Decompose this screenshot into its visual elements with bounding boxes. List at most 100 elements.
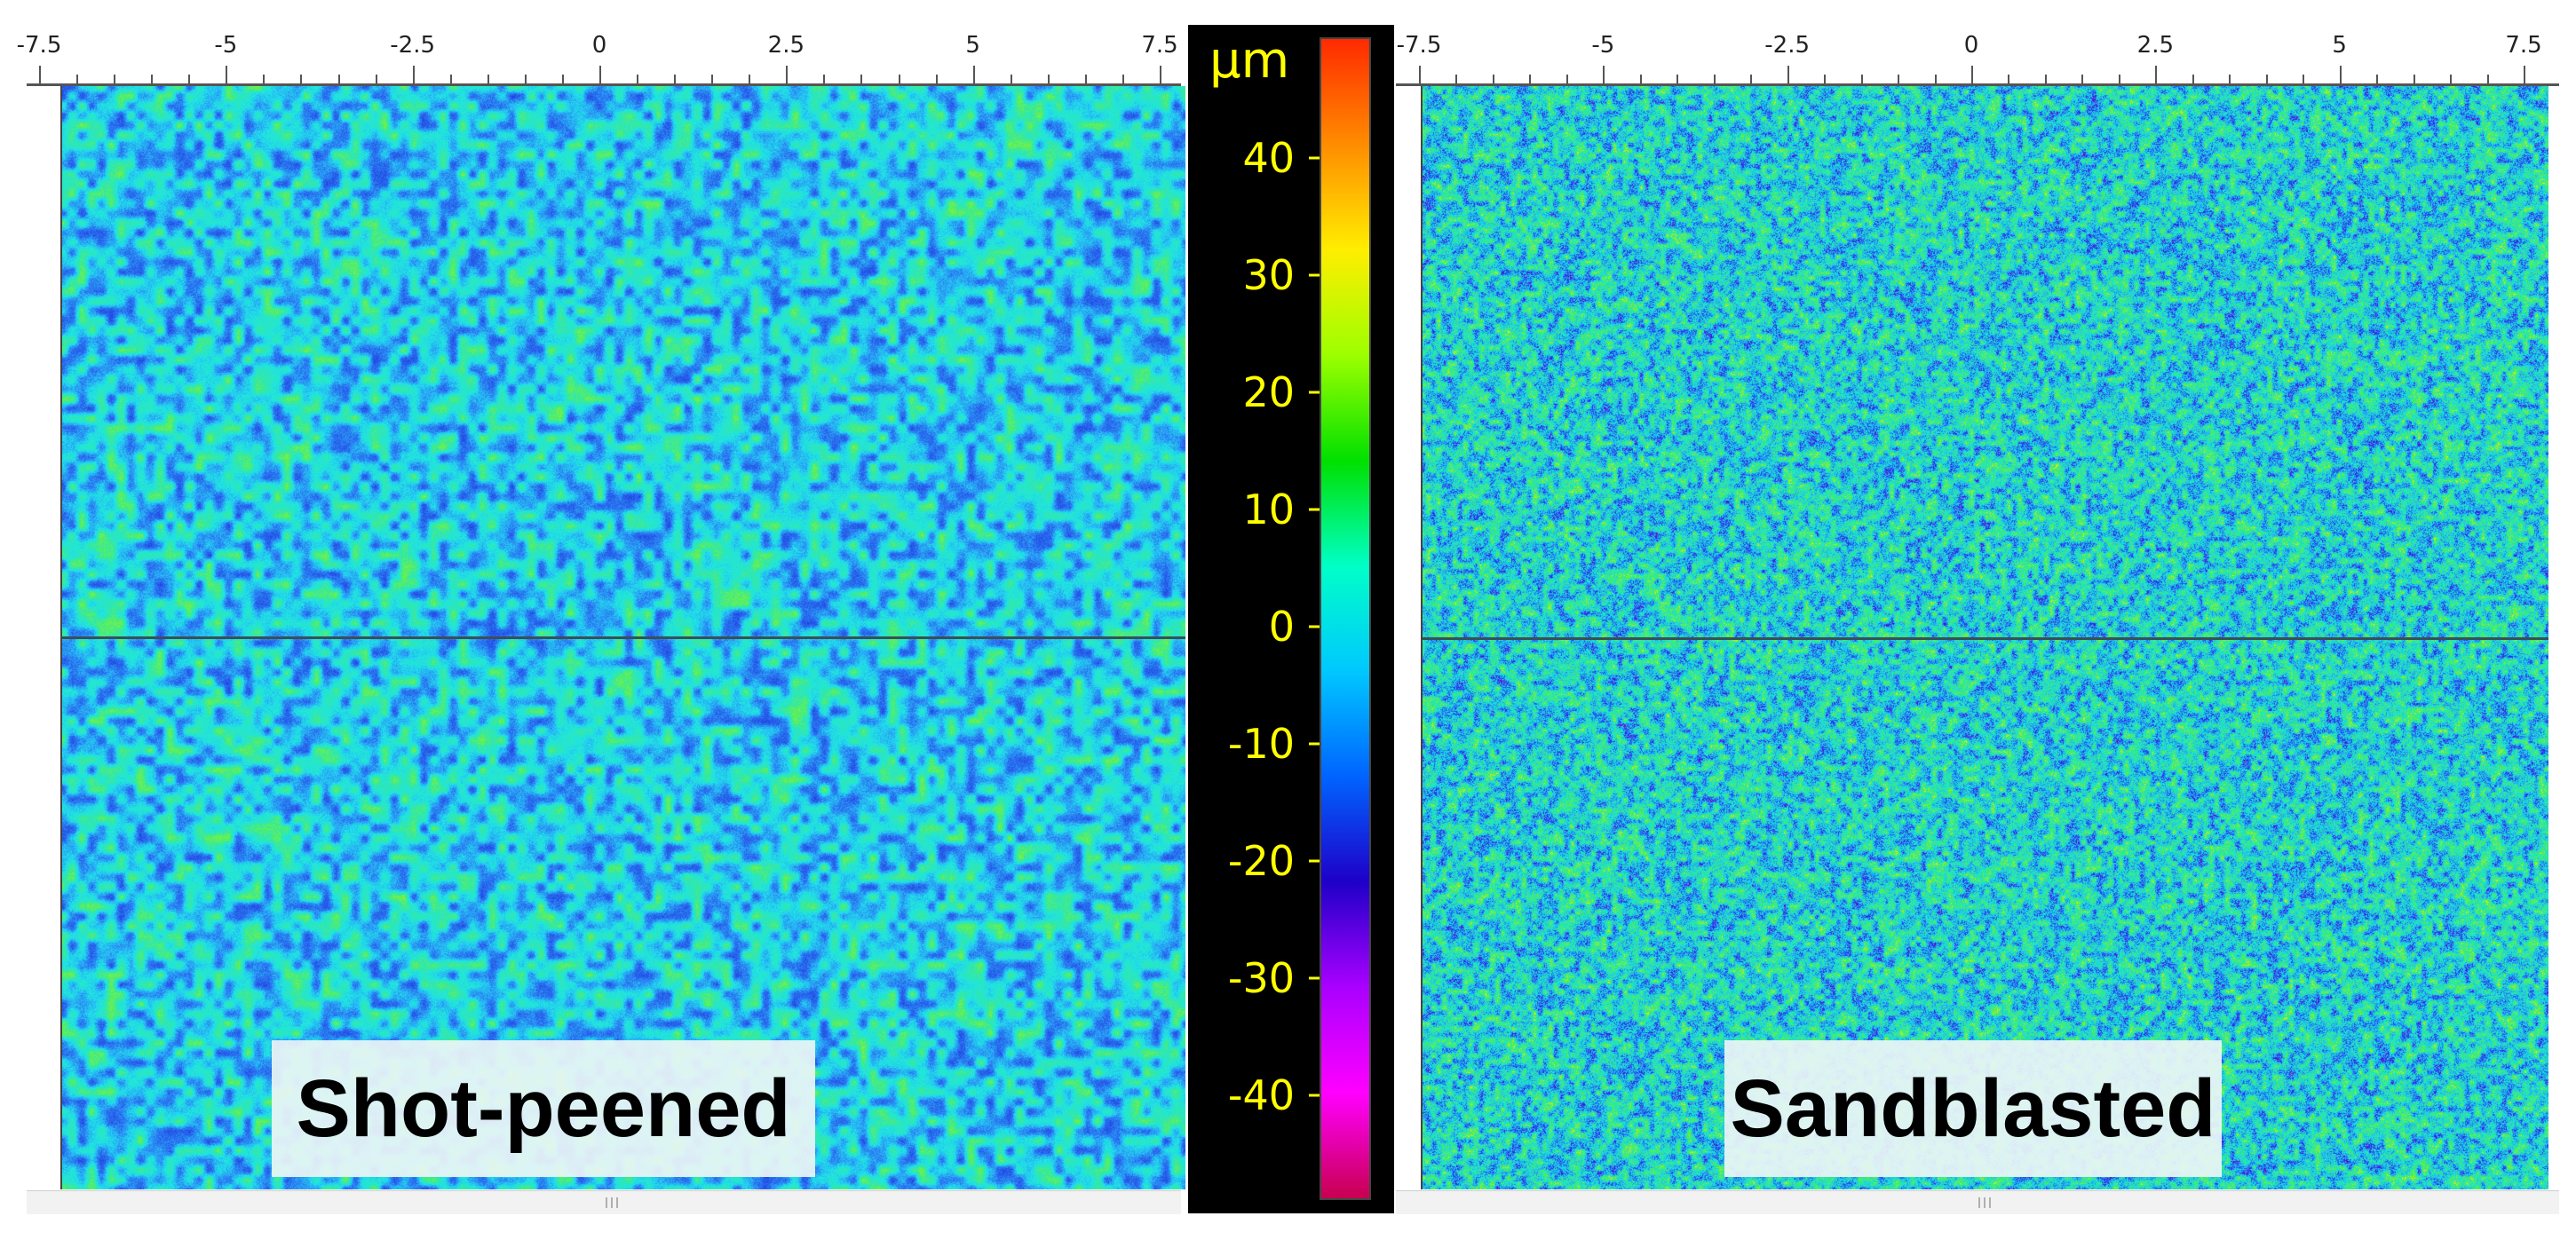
x-tick-label: 5 <box>965 32 980 59</box>
x-minor-tick <box>2303 75 2305 83</box>
colorbar-tick <box>1309 859 1320 863</box>
x-minor-tick <box>2265 75 2268 83</box>
colorbar-tick <box>1309 625 1320 628</box>
x-tick-label: -7.5 <box>1396 32 1442 59</box>
x-major-tick <box>1603 66 1605 83</box>
colorbar-tick-label: -10 <box>1227 720 1295 768</box>
x-minor-tick <box>2044 75 2047 83</box>
x-minor-tick <box>1047 75 1050 83</box>
x-tick-label: 7.5 <box>1141 32 1178 59</box>
x-tick-label: 2.5 <box>2136 32 2175 59</box>
x-tick-label: 0 <box>591 32 607 59</box>
x-tick-label: 5 <box>2332 32 2347 59</box>
x-minor-tick <box>2486 75 2489 83</box>
x-minor-tick <box>2229 75 2231 83</box>
scroll-grip <box>611 1197 613 1208</box>
colorbar-tick-label: 0 <box>1268 603 1295 651</box>
x-minor-tick <box>2008 75 2010 83</box>
x-minor-tick <box>711 75 714 83</box>
x-minor-tick <box>637 75 639 83</box>
colorbar-tick <box>1309 273 1320 277</box>
x-major-tick <box>2524 66 2525 83</box>
x-major-tick <box>226 66 228 83</box>
left-x-ruler: -7.5 -5 -2.5 0 2.5 5 7.5 <box>17 25 1181 86</box>
x-minor-tick <box>935 75 938 83</box>
x-minor-tick <box>151 75 154 83</box>
x-major-tick <box>786 66 789 83</box>
height-colorbar: μm 40 30 20 10 0 -10 -20 -30 -40 <box>1188 25 1394 1213</box>
colorbar-tick <box>1309 508 1320 511</box>
x-major-tick <box>1419 66 1421 83</box>
left-map-border <box>60 86 62 1189</box>
x-minor-tick <box>823 75 826 83</box>
sandblasted-label: Sandblasted <box>1724 1040 2222 1177</box>
left-horizontal-scrollbar[interactable] <box>27 1190 1181 1214</box>
scroll-grip <box>1984 1197 1986 1208</box>
x-minor-tick <box>76 75 79 83</box>
x-minor-tick <box>561 75 564 83</box>
x-minor-tick <box>1455 75 1458 83</box>
scroll-grip <box>1978 1197 1980 1208</box>
x-minor-tick <box>487 75 489 83</box>
right-x-ruler: -7.5 -5 -2.5 0 2.5 5 7.5 <box>1396 25 2559 86</box>
x-minor-tick <box>1084 75 1087 83</box>
x-minor-tick <box>1639 75 1642 83</box>
x-tick-label: 0 <box>1963 32 1979 59</box>
x-major-tick <box>2155 66 2158 83</box>
x-tick-label: -2.5 <box>1764 32 1811 59</box>
x-major-tick <box>39 66 41 83</box>
x-minor-tick <box>337 75 340 83</box>
x-minor-tick <box>860 75 863 83</box>
x-minor-tick <box>2450 75 2453 83</box>
x-minor-tick <box>1676 75 1679 83</box>
x-tick-label: -7.5 <box>16 32 62 59</box>
scroll-grip <box>616 1197 618 1208</box>
x-major-tick <box>599 66 601 83</box>
shot-peened-label: Shot-peened <box>272 1040 815 1177</box>
x-minor-tick <box>2413 75 2415 83</box>
x-minor-tick <box>263 75 266 83</box>
x-minor-tick <box>1824 75 1827 83</box>
x-minor-tick <box>375 75 377 83</box>
x-minor-tick <box>898 75 900 83</box>
colorbar-tick-label: -40 <box>1227 1071 1295 1119</box>
left-panel: -7.5 -5 -2.5 0 2.5 5 7.5 Shot-peened <box>17 0 1185 1240</box>
colorbar-tick-label: 30 <box>1242 251 1295 299</box>
x-tick-label: -5 <box>214 32 238 59</box>
x-minor-tick <box>2118 75 2120 83</box>
scroll-grip <box>606 1197 607 1208</box>
right-map-border <box>1421 86 1423 1189</box>
colorbar-gradient <box>1320 37 1371 1200</box>
x-minor-tick <box>188 75 191 83</box>
x-minor-tick <box>524 75 527 83</box>
x-minor-tick <box>2192 75 2194 83</box>
right-panel: -7.5 -5 -2.5 0 2.5 5 7.5 Sandblasted <box>1396 0 2559 1240</box>
x-minor-tick <box>449 75 452 83</box>
colorbar-tick-label: 20 <box>1242 368 1295 416</box>
right-profile-line <box>1423 637 2548 640</box>
colorbar-tick <box>1309 976 1320 980</box>
x-minor-tick <box>1860 75 1863 83</box>
x-major-tick <box>1971 66 1973 83</box>
x-minor-tick <box>1713 75 1716 83</box>
x-major-tick <box>2339 66 2342 83</box>
x-minor-tick <box>1122 75 1124 83</box>
x-minor-tick <box>749 75 751 83</box>
x-major-tick <box>1160 66 1161 83</box>
colorbar-tick-label: -30 <box>1227 954 1295 1002</box>
x-major-tick <box>412 66 415 83</box>
x-minor-tick <box>1010 75 1012 83</box>
scroll-grip <box>1989 1197 1991 1208</box>
x-tick-label: 2.5 <box>767 32 805 59</box>
colorbar-tick-label: 40 <box>1242 134 1295 182</box>
colorbar-tick <box>1309 156 1320 160</box>
x-minor-tick <box>2081 75 2084 83</box>
right-horizontal-scrollbar[interactable] <box>1396 1190 2559 1214</box>
x-minor-tick <box>1934 75 1937 83</box>
x-minor-tick <box>1529 75 1532 83</box>
x-minor-tick <box>1492 75 1494 83</box>
x-tick-label: 7.5 <box>2505 32 2542 59</box>
colorbar-tick <box>1309 1094 1320 1097</box>
x-major-tick <box>972 66 975 83</box>
colorbar-tick <box>1309 742 1320 746</box>
